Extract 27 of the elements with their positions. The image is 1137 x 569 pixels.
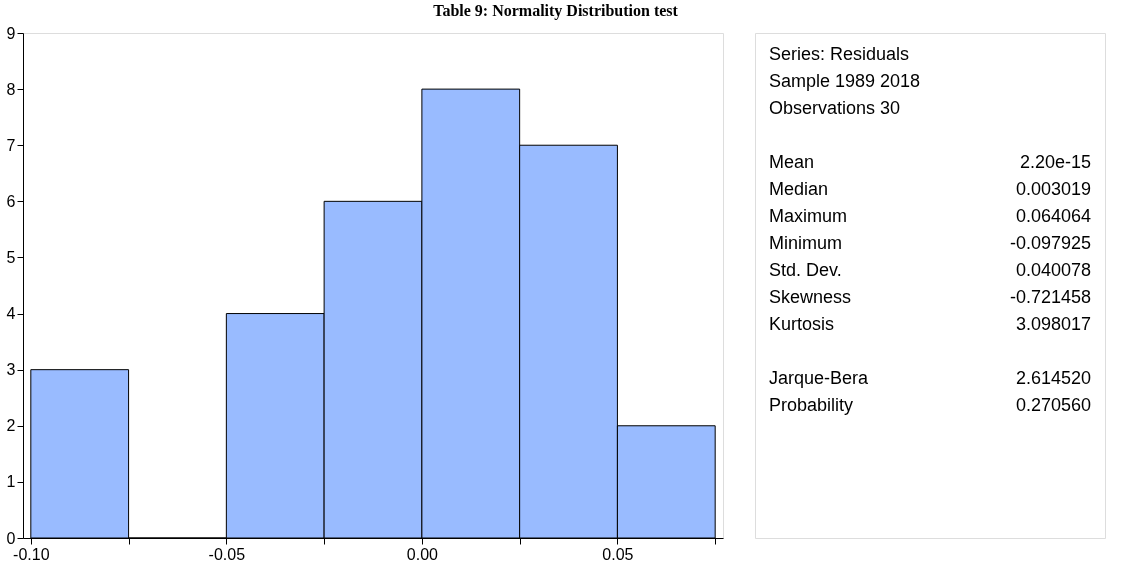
y-tick-label: 4 <box>6 305 16 323</box>
text: Kurtosis 3.098017 <box>769 314 1091 334</box>
y-tick-label: 0 <box>6 529 16 547</box>
x-tick-label: -0.05 <box>208 545 246 563</box>
y-tick-label: 8 <box>6 80 16 98</box>
chart-title: Table 9: Normality Distribution test <box>433 1 679 20</box>
text: Series: Residuals <box>769 44 910 64</box>
text: Mean 2.20e-15 <box>769 152 1091 172</box>
text: Maximum 0.064064 <box>769 206 1091 226</box>
text: Median 0.003019 <box>769 179 1091 199</box>
y-tick-label: 3 <box>6 361 16 379</box>
text: Minimum -0.097925 <box>769 233 1091 253</box>
text: Sample 1989 2018 <box>769 71 921 91</box>
text: Skewness -0.721458 <box>769 287 1091 307</box>
x-tick-label: 0.00 <box>406 545 439 563</box>
y-tick-label: 7 <box>6 136 16 154</box>
y-tick-label: 9 <box>6 24 16 42</box>
text: Jarque-Bera 2.614520 <box>769 368 1091 388</box>
text: Std. Dev. 0.040078 <box>769 260 1091 280</box>
y-tick-label: 2 <box>6 417 16 435</box>
y-tick-label: 1 <box>6 473 16 491</box>
x-tick-label: -0.10 <box>13 545 50 563</box>
y-tick-label: 5 <box>6 248 16 266</box>
y-tick-label: 6 <box>6 192 16 210</box>
text: Observations 30 <box>769 98 901 118</box>
text: Probability 0.270560 <box>769 395 1091 415</box>
x-tick-label: 0.05 <box>602 545 634 563</box>
